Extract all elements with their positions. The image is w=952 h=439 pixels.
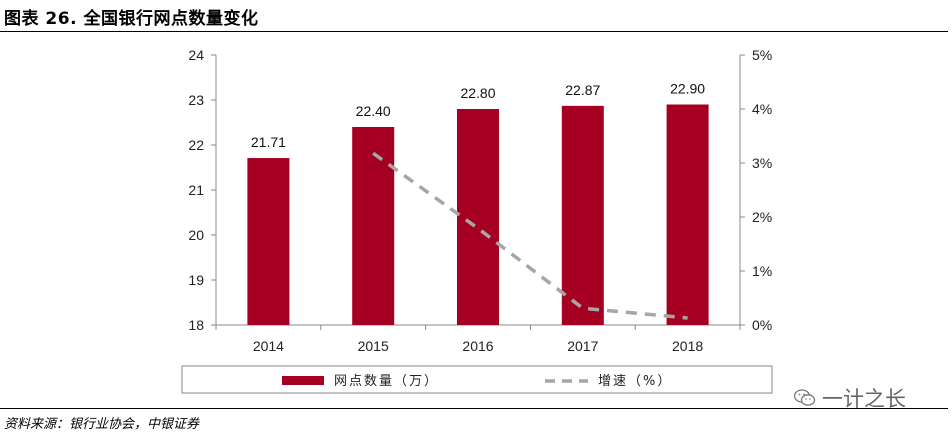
y-tick-label: 19 xyxy=(188,272,204,288)
bank-outlets-chart: 21.71 22.40 22.80 22.87 22.90 2014 2015 2016 20… xyxy=(181,47,773,394)
bar-label-2017: 22.87 xyxy=(565,82,600,98)
legend-box xyxy=(181,365,773,394)
bar-label-2014: 21.71 xyxy=(251,134,286,150)
x-tick-label: 2014 xyxy=(253,338,284,354)
y-tick-label: 18 xyxy=(188,317,204,333)
y-tick-label: 23 xyxy=(188,92,204,108)
x-tick-label: 2018 xyxy=(672,338,703,354)
y2-tick-label: 0% xyxy=(752,317,772,333)
source-note: 资料来源：银行业协会，中银证券 xyxy=(4,417,200,432)
x-tick-label: 2016 xyxy=(462,338,493,354)
bar-label-2016: 22.80 xyxy=(460,85,495,101)
top-rule xyxy=(0,31,948,32)
bar-2015 xyxy=(352,127,395,325)
y2-tick-label: 3% xyxy=(752,155,772,171)
y2-tick-label: 4% xyxy=(752,101,772,117)
growth-rate-line xyxy=(372,151,688,320)
bar-label-2018: 22.90 xyxy=(670,81,705,97)
legend-line-label: 增速（%） xyxy=(598,374,672,389)
y2-tick-label: 2% xyxy=(752,209,772,225)
y-tick-label: 24 xyxy=(188,47,204,63)
bottom-rule xyxy=(0,408,948,409)
y-tick-label: 21 xyxy=(188,182,204,198)
bar-2017 xyxy=(561,105,604,325)
watermark: 一计之长 xyxy=(794,383,906,413)
bar-2016 xyxy=(457,109,499,325)
y-tick-label: 22 xyxy=(188,137,204,153)
figure-title: 图表 26. 全国银行网点数量变化 xyxy=(4,9,259,29)
watermark-text: 一计之长 xyxy=(822,387,906,411)
y2-tick-label: 1% xyxy=(752,263,772,279)
bar-2014 xyxy=(247,158,290,325)
bar-label-2015: 22.40 xyxy=(356,103,391,119)
bar-2018 xyxy=(666,104,709,325)
x-tick-label: 2015 xyxy=(358,338,389,354)
y2-tick-label: 5% xyxy=(752,47,772,63)
legend-bar-swatch xyxy=(282,376,324,385)
x-tick-label: 2017 xyxy=(567,338,598,354)
wechat-icon xyxy=(794,389,816,406)
y-tick-label: 20 xyxy=(188,227,204,243)
legend-bar-label: 网点数量（万） xyxy=(334,374,439,389)
